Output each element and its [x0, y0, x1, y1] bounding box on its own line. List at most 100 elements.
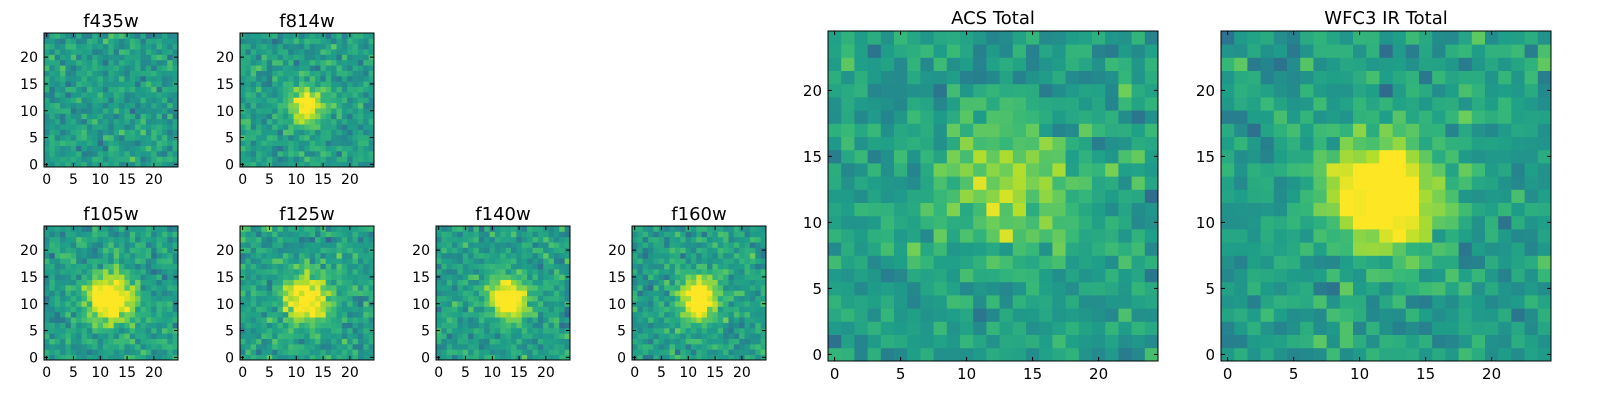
heatmap-cell — [245, 333, 252, 339]
heatmap-cell — [728, 322, 735, 329]
heatmap-cell — [288, 156, 294, 163]
heatmap-cell — [1260, 268, 1275, 283]
heatmap-cell — [320, 140, 327, 146]
heatmap-cell — [760, 236, 767, 243]
heatmap-cell — [1052, 215, 1066, 230]
heatmap-cell — [363, 65, 370, 71]
heatmap-cell — [293, 108, 300, 114]
heatmap-cell — [478, 338, 485, 345]
heatmap-cell — [755, 263, 762, 270]
heatmap-cell — [151, 134, 157, 141]
heatmap-cell — [1445, 255, 1459, 269]
heatmap-cell — [309, 236, 316, 243]
heatmap-cell — [92, 295, 98, 302]
heatmap-cell — [250, 247, 257, 254]
heatmap-cell — [1144, 215, 1159, 230]
heatmap-cell — [81, 263, 88, 270]
heatmap-cell — [151, 343, 157, 350]
heatmap-cell — [1353, 321, 1367, 335]
heatmap-cell — [452, 333, 458, 339]
heatmap-cell — [478, 263, 485, 270]
heatmap-cell — [161, 54, 168, 61]
heatmap-cell — [92, 70, 98, 77]
heatmap-cell — [1039, 57, 1053, 71]
heatmap-cell — [653, 247, 660, 254]
heatmap-cell — [717, 236, 724, 243]
heatmap-cell — [250, 354, 257, 361]
heatmap-cell — [867, 110, 882, 124]
heatmap-cell — [674, 258, 681, 264]
heatmap-cell — [1260, 347, 1275, 362]
heatmap-cell — [315, 343, 321, 350]
heatmap-cell — [500, 231, 507, 238]
heatmap-cell — [140, 247, 147, 254]
heatmap-cell — [86, 231, 93, 238]
heatmap-cell — [960, 321, 974, 335]
heatmap-cell — [543, 247, 549, 254]
heatmap-cell — [336, 91, 343, 98]
heatmap-cell — [309, 322, 316, 329]
heatmap-cell — [1065, 149, 1080, 164]
heatmap-cell — [521, 322, 528, 329]
heatmap-cell — [261, 113, 268, 120]
heatmap-cell — [696, 284, 703, 291]
heatmap-cell — [113, 54, 120, 61]
heatmap-cell — [309, 156, 316, 163]
heatmap-cell — [1078, 31, 1093, 45]
heatmap-cell — [933, 334, 948, 349]
heatmap-cell — [245, 263, 252, 270]
heatmap-cell — [49, 349, 56, 356]
heatmap-cell — [363, 263, 370, 270]
heatmap-cell — [1405, 163, 1420, 177]
heatmap-cell — [81, 118, 88, 125]
heatmap-cell — [728, 252, 735, 259]
heatmap-cell — [140, 338, 147, 345]
heatmap-cell — [277, 108, 284, 114]
heatmap-cell — [1144, 334, 1159, 349]
heatmap-cell — [1432, 347, 1446, 362]
heatmap-cell — [946, 57, 961, 71]
heatmap-cell — [113, 81, 120, 87]
heatmap-cell — [119, 150, 125, 157]
heatmap-cell — [172, 306, 179, 313]
heatmap-cell — [841, 123, 855, 137]
heatmap-cell — [298, 54, 305, 61]
heatmap-cell — [441, 247, 448, 254]
heatmap-cell — [277, 327, 284, 334]
heatmap-cell — [658, 247, 665, 254]
heatmap-cell — [282, 258, 289, 264]
heatmap-cell — [352, 86, 359, 93]
heatmap-cell — [92, 317, 98, 323]
heatmap-cell — [156, 252, 163, 259]
heatmap-cell — [1052, 281, 1066, 296]
heatmap-cell — [60, 86, 66, 93]
heatmap-cell — [352, 231, 359, 238]
heatmap-cell — [172, 145, 179, 152]
heatmap-cell — [304, 236, 311, 243]
heatmap-cell — [527, 226, 533, 232]
heatmap-cell — [288, 102, 294, 109]
heatmap-cell — [325, 140, 332, 146]
heatmap-cell — [1105, 308, 1119, 322]
heatmap-cell — [1458, 334, 1473, 349]
heatmap-cell — [167, 301, 174, 307]
heatmap-cell — [664, 301, 670, 307]
heatmap-cell — [1419, 321, 1433, 335]
heatmap-cell — [352, 113, 359, 120]
heatmap-cell — [49, 161, 56, 168]
heatmap-cell — [304, 333, 311, 339]
heatmap-cell — [240, 118, 246, 125]
heatmap-cell — [54, 306, 61, 313]
heatmap-cell — [717, 279, 724, 286]
heatmap-cell — [553, 268, 560, 275]
heatmap-cell — [54, 349, 61, 356]
heatmap-cell — [113, 301, 120, 307]
heatmap-cell — [325, 81, 332, 87]
heatmap-cell — [548, 231, 555, 238]
heatmap-cell — [489, 317, 496, 323]
heatmap-cell — [532, 290, 539, 297]
heatmap-cell — [484, 349, 490, 356]
heatmap-cell — [161, 343, 168, 350]
heatmap-cell — [1366, 347, 1380, 362]
